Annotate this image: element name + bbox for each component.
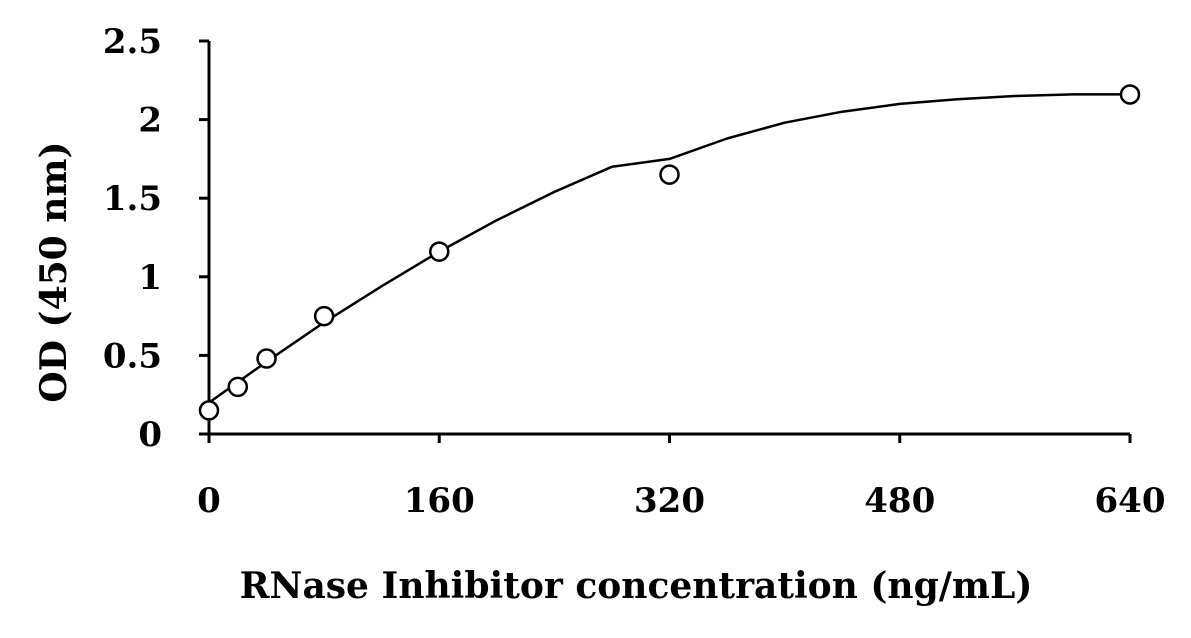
data-point bbox=[198, 400, 220, 421]
x-tick-label: 480 bbox=[864, 481, 935, 521]
axes bbox=[207, 41, 1130, 436]
data-point bbox=[429, 241, 450, 262]
x-tick-label: 320 bbox=[634, 481, 705, 521]
y-tick-label: 1 bbox=[138, 258, 162, 298]
x-tick-label: 160 bbox=[404, 481, 475, 521]
y-tick-label: 2 bbox=[138, 101, 162, 141]
data-point bbox=[1119, 84, 1141, 105]
y-tick-label: 0 bbox=[138, 415, 162, 455]
x-ticks: 0 160 320 480 640 bbox=[197, 434, 1165, 521]
x-tick-label: 640 bbox=[1095, 481, 1166, 521]
x-tick-label: 0 bbox=[197, 481, 221, 521]
data-point bbox=[659, 164, 680, 185]
fit-curve-layer bbox=[208, 93, 1130, 404]
y-ticks: 0 0.5 1 1.5 2 2.5 bbox=[103, 22, 209, 455]
y-axis-title: OD (450 nm) bbox=[33, 141, 75, 402]
y-tick-label: 1.5 bbox=[103, 179, 162, 219]
y-tick-label: 2.5 bbox=[103, 22, 162, 62]
data-point bbox=[313, 305, 335, 327]
data-points bbox=[198, 84, 1141, 421]
x-axis-title: RNase Inhibitor concentration (ng/mL) bbox=[240, 565, 1033, 607]
fit-curve bbox=[208, 93, 1130, 404]
data-point bbox=[256, 348, 277, 369]
y-tick-label: 0.5 bbox=[103, 336, 162, 376]
data-point bbox=[227, 376, 249, 398]
